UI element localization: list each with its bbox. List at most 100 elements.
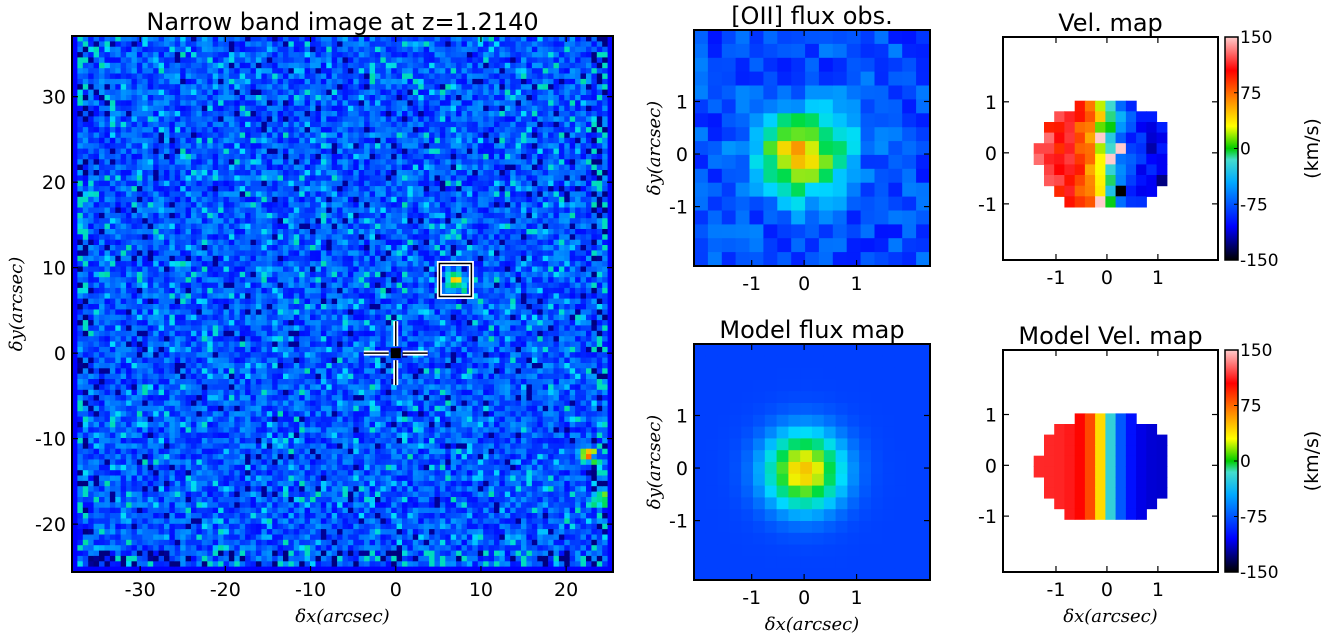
pixel xyxy=(320,486,327,493)
pixel xyxy=(142,475,149,482)
pixel xyxy=(223,277,230,284)
pixel xyxy=(239,111,246,117)
pixel xyxy=(147,46,154,53)
pixel xyxy=(283,137,289,144)
pixel xyxy=(77,470,84,477)
pixel xyxy=(315,459,322,466)
pixel xyxy=(180,202,187,209)
pixel xyxy=(218,250,225,257)
pixel xyxy=(255,566,262,573)
pixel xyxy=(142,127,149,134)
pixel xyxy=(299,202,306,209)
pixel xyxy=(277,304,284,310)
pixel xyxy=(88,459,95,466)
pixel xyxy=(93,105,100,112)
pixel xyxy=(315,287,322,294)
pixel xyxy=(147,352,154,359)
pixel xyxy=(326,454,333,461)
pixel xyxy=(196,170,203,176)
pixel xyxy=(283,153,289,160)
pixel xyxy=(147,212,154,219)
pixel xyxy=(109,68,116,75)
pixel xyxy=(326,202,333,209)
pixel xyxy=(234,357,241,364)
pixel xyxy=(304,191,311,198)
pixel xyxy=(126,363,133,369)
pixel xyxy=(331,454,338,461)
pixel xyxy=(196,143,203,150)
pixel xyxy=(191,164,197,171)
pixel xyxy=(234,68,241,75)
pixel xyxy=(120,400,127,407)
pixel xyxy=(272,395,279,402)
pixel xyxy=(212,523,219,530)
pixel xyxy=(158,261,165,268)
pixel xyxy=(212,62,219,69)
pixel xyxy=(164,389,170,396)
pixel xyxy=(293,73,300,80)
pixel xyxy=(212,73,219,80)
pixel xyxy=(250,475,257,482)
pixel xyxy=(196,379,203,385)
pixel xyxy=(77,170,84,176)
pixel xyxy=(174,357,181,364)
pixel xyxy=(180,346,187,353)
pixel xyxy=(196,314,203,321)
pixel xyxy=(299,46,306,53)
pixel xyxy=(72,100,78,107)
pixel xyxy=(131,314,138,321)
pixel xyxy=(310,475,316,482)
pixel xyxy=(169,309,176,316)
pixel xyxy=(326,89,333,96)
pixel xyxy=(180,229,187,235)
pixel xyxy=(115,363,122,369)
pixel xyxy=(310,529,316,536)
pixel xyxy=(201,159,208,166)
pixel xyxy=(272,68,279,75)
pixel xyxy=(304,518,311,525)
pixel xyxy=(201,513,208,519)
pixel xyxy=(180,271,187,278)
pixel xyxy=(255,196,262,203)
pixel xyxy=(261,78,268,85)
pixel xyxy=(88,352,95,359)
pixel xyxy=(104,282,111,289)
pixel xyxy=(255,555,262,562)
pixel xyxy=(82,336,89,343)
pixel xyxy=(320,78,327,85)
pixel xyxy=(212,443,219,450)
pixel xyxy=(299,223,306,230)
pixel xyxy=(277,497,284,503)
pixel xyxy=(272,84,279,91)
pixel xyxy=(320,164,327,171)
pixel xyxy=(228,480,235,487)
pixel xyxy=(255,52,262,59)
pixel xyxy=(196,448,203,455)
pixel xyxy=(93,346,100,353)
pixel xyxy=(239,384,246,391)
pixel xyxy=(223,68,230,75)
pixel xyxy=(136,164,143,171)
pixel xyxy=(77,180,84,187)
pixel xyxy=(261,459,268,466)
pixel xyxy=(109,191,116,198)
pixel xyxy=(126,229,133,235)
pixel xyxy=(266,180,273,187)
pixel xyxy=(277,196,284,203)
pixel xyxy=(239,539,246,546)
pixel xyxy=(196,470,203,477)
pixel xyxy=(288,545,295,552)
pixel xyxy=(115,545,122,552)
pixel xyxy=(131,287,138,294)
pixel xyxy=(266,448,273,455)
pixel xyxy=(120,545,127,552)
pixel xyxy=(272,223,279,230)
pixel xyxy=(245,470,252,477)
pixel xyxy=(109,271,116,278)
pixel xyxy=(109,105,116,112)
pixel xyxy=(99,379,105,385)
pixel xyxy=(223,330,230,337)
pixel xyxy=(283,52,289,59)
pixel xyxy=(153,507,160,514)
pixel xyxy=(196,502,203,509)
